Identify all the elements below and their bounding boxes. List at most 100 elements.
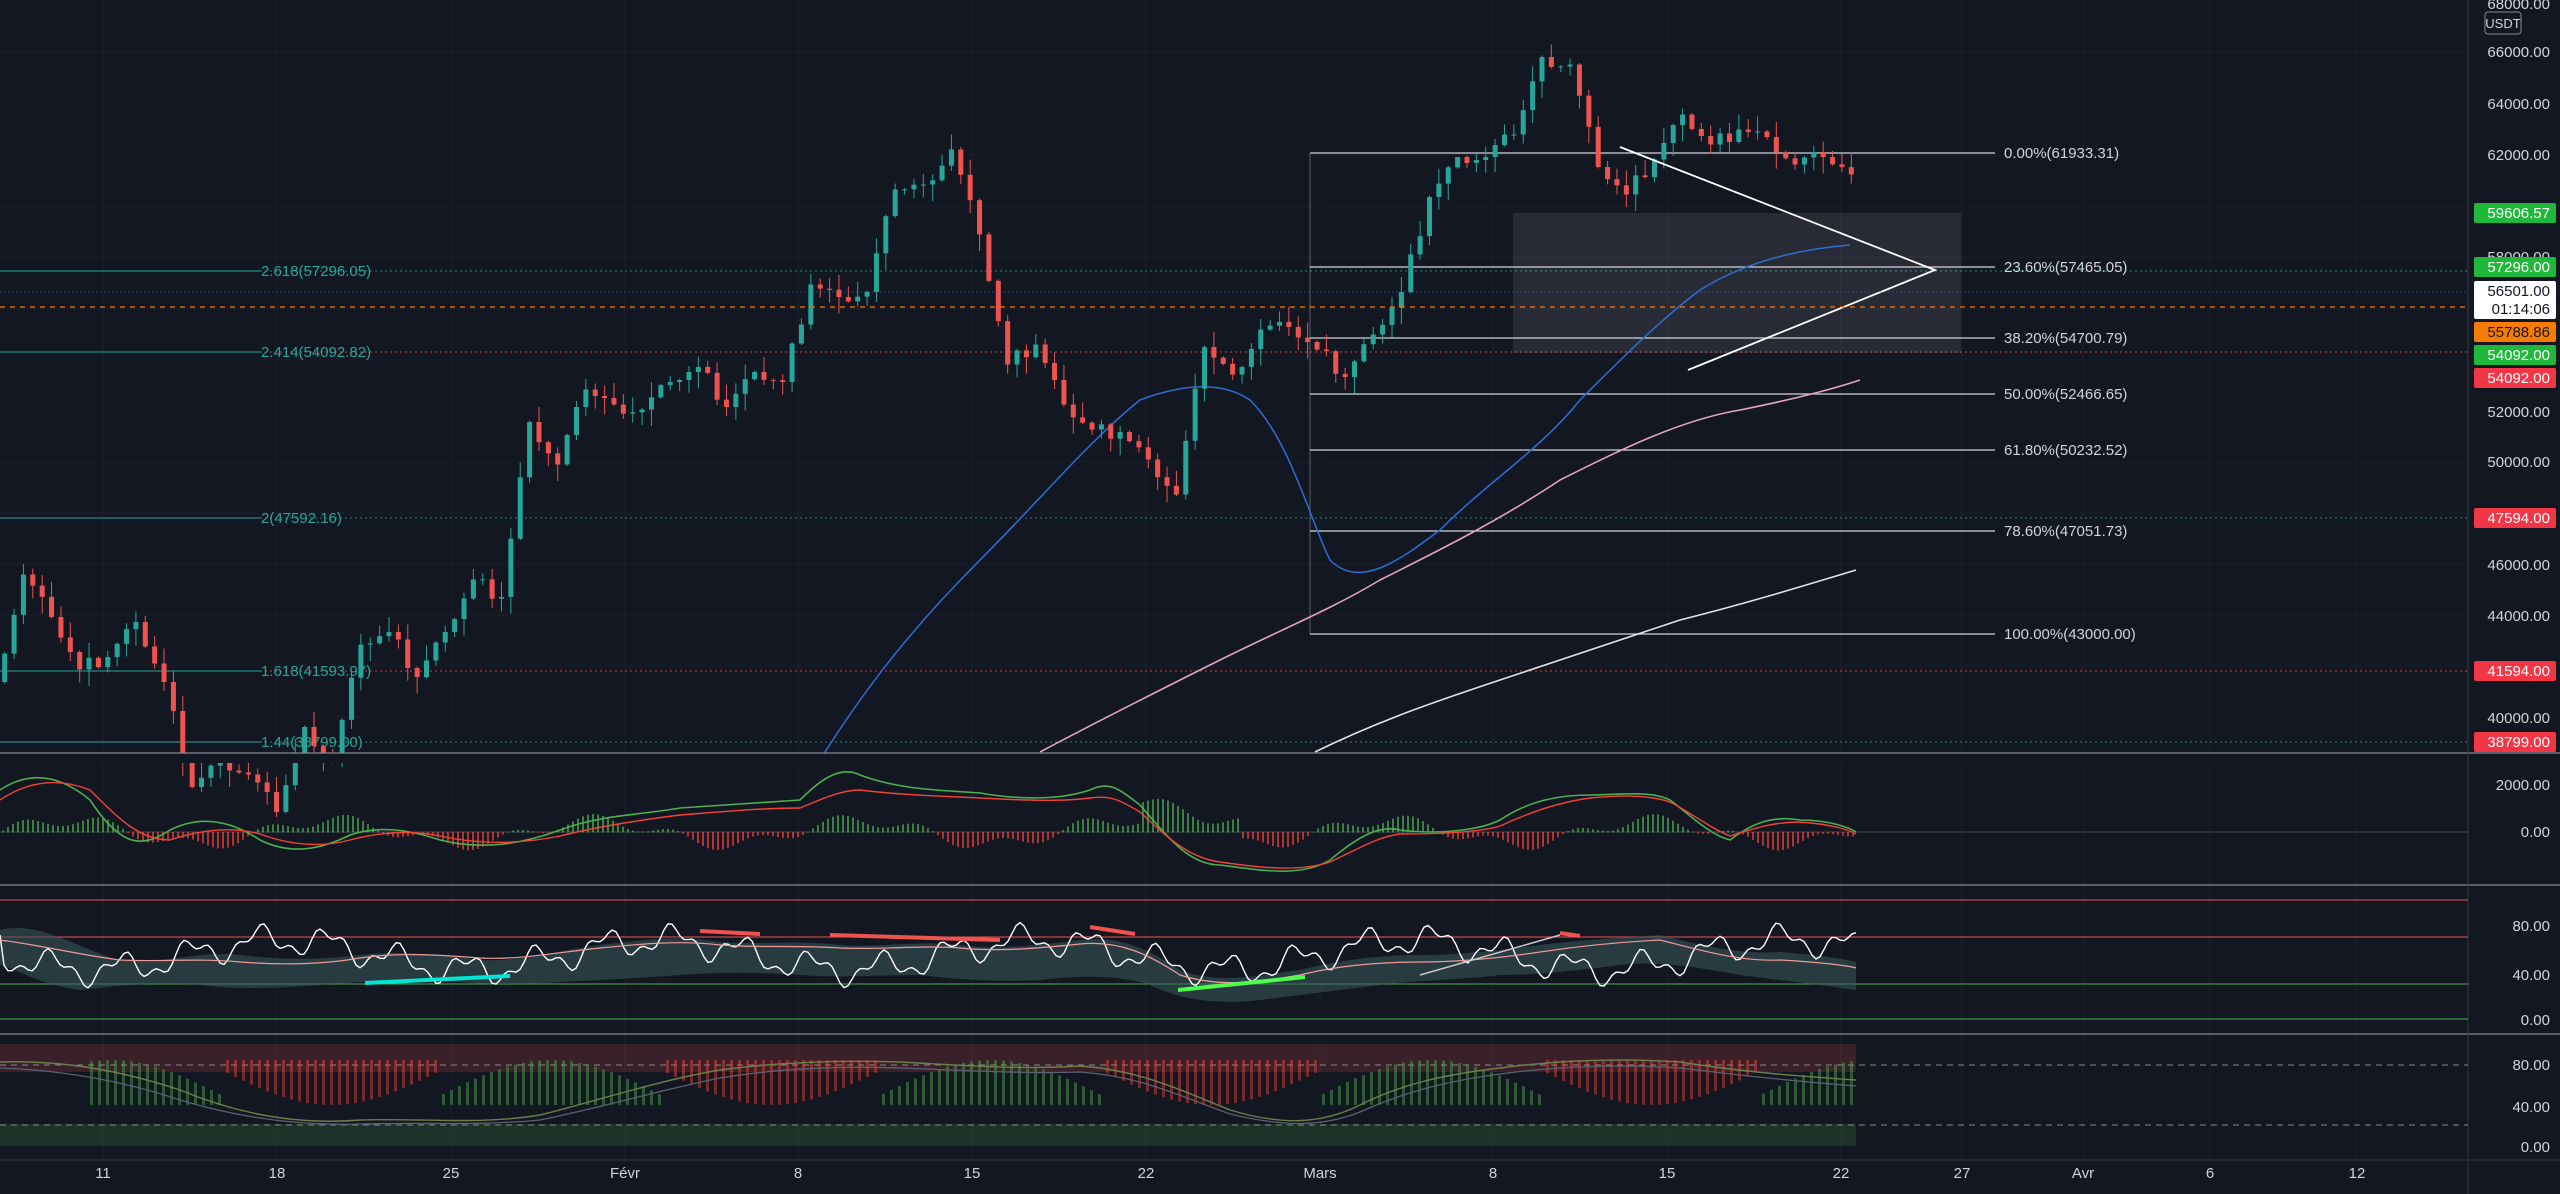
candle-body[interactable] [1436, 183, 1442, 197]
candle-body[interactable] [977, 200, 983, 235]
candle-body[interactable] [1145, 447, 1151, 460]
candle-body[interactable] [1801, 157, 1807, 165]
candle-body[interactable] [1033, 344, 1039, 358]
candle-body[interactable] [1380, 324, 1386, 335]
candle-body[interactable] [817, 284, 823, 289]
rsi-trendline[interactable] [1419, 934, 1561, 976]
candle-body[interactable] [967, 174, 973, 201]
currency-badge[interactable]: USDT [2484, 11, 2522, 35]
candle-body[interactable] [1305, 337, 1311, 343]
candle-body[interactable] [414, 668, 420, 677]
candle-body[interactable] [1623, 185, 1629, 195]
candle-body[interactable] [461, 598, 467, 620]
candle-body[interactable] [1614, 179, 1620, 186]
candle-body[interactable] [677, 380, 683, 382]
candle-body[interactable] [1783, 152, 1789, 159]
candle-body[interactable] [470, 579, 476, 599]
candle-body[interactable] [1361, 344, 1367, 362]
candle-body[interactable] [564, 435, 570, 465]
candle-body[interactable] [1483, 157, 1489, 160]
candle-body[interactable] [517, 477, 523, 539]
candle-body[interactable] [1277, 321, 1283, 326]
candle-body[interactable] [292, 753, 298, 786]
candle-body[interactable] [1764, 131, 1770, 138]
candle-body[interactable] [1023, 350, 1029, 358]
candle-body[interactable] [1520, 110, 1526, 135]
candle-body[interactable] [1323, 349, 1329, 352]
price-label-box[interactable] [2474, 322, 2556, 342]
candle-body[interactable] [208, 765, 214, 778]
candle-body[interactable] [1042, 344, 1048, 364]
candle-body[interactable] [283, 785, 289, 812]
candle-body[interactable] [873, 253, 879, 292]
candle-body[interactable] [1455, 157, 1461, 168]
price-label-box[interactable] [2474, 508, 2556, 528]
candle-body[interactable] [1530, 81, 1536, 111]
rsi-bearish-divergence-1[interactable] [699, 929, 761, 936]
candle-body[interactable] [883, 216, 889, 254]
candle-body[interactable] [142, 622, 148, 647]
candle-body[interactable] [2, 653, 8, 682]
candle-body[interactable] [1445, 167, 1451, 184]
candle-body[interactable] [1511, 134, 1517, 136]
candle-body[interactable] [67, 637, 73, 653]
candle-body[interactable] [1098, 424, 1104, 430]
candle-body[interactable] [1576, 64, 1582, 96]
candle-body[interactable] [245, 772, 251, 775]
candle-body[interactable] [555, 453, 561, 465]
candle-body[interactable] [545, 442, 551, 454]
candle-body[interactable] [930, 180, 936, 185]
candle-body[interactable] [105, 657, 111, 668]
candle-body[interactable] [1089, 422, 1095, 430]
candle-body[interactable] [480, 579, 486, 581]
candle-body[interactable] [1651, 159, 1657, 178]
candle-body[interactable] [1558, 66, 1564, 68]
candle-body[interactable] [1342, 373, 1348, 377]
candle-body[interactable] [95, 657, 101, 668]
candle-body[interactable] [1745, 129, 1751, 133]
candle-body[interactable] [320, 746, 326, 755]
candle-body[interactable] [705, 367, 711, 373]
candle-body[interactable] [377, 636, 383, 644]
rsi-pane[interactable] [0, 899, 2468, 1020]
time-axis[interactable]: 11 18 25 Févr 8 15 22 Mars 8 15 22 27 Avr 6 12 [95, 1165, 2365, 1182]
candle-body[interactable] [808, 284, 814, 325]
price-label-box[interactable] [2474, 661, 2556, 681]
candle-body[interactable] [1642, 175, 1648, 178]
candle-body[interactable] [199, 777, 205, 787]
fib-retracement[interactable]: 0.00%(61933.31) 23.60%(57465.05) 38.20%(54… [1309, 145, 2136, 643]
rsi-bearish-divergence-4[interactable] [1559, 931, 1581, 938]
candle-body[interactable] [255, 774, 261, 783]
candle-body[interactable] [620, 404, 626, 414]
candle-body[interactable] [1539, 57, 1545, 82]
candle-body[interactable] [1333, 351, 1339, 374]
candle-body[interactable] [77, 652, 83, 670]
candle-body[interactable] [20, 574, 26, 615]
candle-body[interactable] [405, 639, 411, 669]
candle-body[interactable] [339, 719, 345, 762]
candle-body[interactable] [1605, 167, 1611, 180]
candle-body[interactable] [536, 422, 542, 443]
candle-body[interactable] [1426, 197, 1432, 237]
macd-line[interactable] [0, 771, 1857, 872]
candle-body[interactable] [274, 792, 280, 812]
price-axis[interactable]: 68000.0066000.0064000.0062000.0058000.00… [2474, 0, 2556, 1156]
candle-body[interactable] [948, 149, 954, 166]
candle-body[interactable] [1164, 477, 1170, 486]
candle-body[interactable] [798, 324, 804, 344]
candle-body[interactable] [1117, 432, 1123, 439]
candle-body[interactable] [1211, 347, 1217, 358]
rsi-bearish-divergence-2[interactable] [829, 933, 1001, 942]
candle-body[interactable] [1183, 440, 1189, 495]
candle-body[interactable] [639, 409, 645, 413]
candle-body[interactable] [1127, 432, 1133, 442]
candle-body[interactable] [161, 663, 167, 683]
candle-body[interactable] [1230, 363, 1236, 375]
candle-body[interactable] [1389, 307, 1395, 325]
rsi-signal-line[interactable] [0, 939, 1857, 984]
price-label-box[interactable] [2474, 299, 2556, 319]
macd-signal-line[interactable] [0, 781, 1857, 869]
candle-body[interactable] [836, 289, 842, 297]
candle-body[interactable] [602, 396, 608, 398]
